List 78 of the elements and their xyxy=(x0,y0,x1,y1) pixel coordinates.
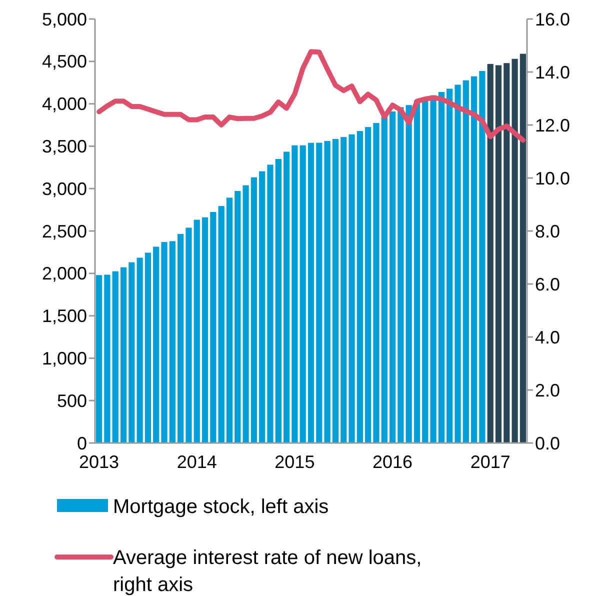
bar xyxy=(120,267,127,443)
bar xyxy=(487,64,494,443)
y-tick-label: 4,000 xyxy=(42,94,87,114)
y-tick-label: 0 xyxy=(76,433,87,454)
bar xyxy=(479,70,486,443)
y-tick-label: 3,000 xyxy=(42,178,87,199)
bar xyxy=(504,63,510,443)
bar xyxy=(210,212,216,443)
y-tick-label: 500 xyxy=(56,390,87,411)
y-tick-label: 5,000 xyxy=(42,9,87,30)
y2-tick-label: 8.0 xyxy=(535,221,560,242)
y-tick-label: 2,000 xyxy=(42,264,87,284)
bar xyxy=(153,246,160,443)
y2-tick-label: 10.0 xyxy=(535,168,570,188)
bar xyxy=(186,228,192,443)
bar xyxy=(283,152,290,443)
bar xyxy=(242,185,249,443)
bar xyxy=(454,84,461,443)
bar xyxy=(365,127,372,443)
bar xyxy=(250,177,257,443)
bar xyxy=(414,100,420,443)
bar xyxy=(398,107,404,443)
y-tick-label: 4,500 xyxy=(42,52,87,72)
bar xyxy=(381,116,388,443)
bar xyxy=(275,159,282,443)
legend-label: Mortgage stock, left axis xyxy=(113,496,329,518)
bar xyxy=(356,131,363,443)
bar xyxy=(495,65,502,443)
bar xyxy=(259,171,266,443)
bar xyxy=(389,111,396,443)
bar xyxy=(194,220,200,443)
bar xyxy=(373,122,380,443)
bar xyxy=(438,92,444,443)
bar xyxy=(112,271,118,443)
bar xyxy=(128,262,135,443)
y2-tick-label: 12.0 xyxy=(535,115,570,136)
x-tick-label: 2017 xyxy=(470,452,510,472)
bar xyxy=(234,190,241,443)
bar xyxy=(324,141,330,443)
bar xyxy=(292,145,298,443)
y2-tick-label: 0.0 xyxy=(535,433,560,454)
bar xyxy=(512,58,518,443)
bar xyxy=(144,252,152,443)
y2-tick-label: 2.0 xyxy=(535,380,560,400)
legend-label: Average interest rate of new loans, right axis xyxy=(113,547,422,596)
y-tick-label: 1,500 xyxy=(42,306,87,326)
bar xyxy=(470,76,478,443)
bar xyxy=(300,145,306,443)
bar xyxy=(218,206,224,443)
bar xyxy=(202,217,208,443)
bar xyxy=(462,80,469,443)
bar xyxy=(520,54,526,443)
bar xyxy=(169,241,176,443)
bar xyxy=(406,105,412,443)
bar xyxy=(446,88,453,443)
x-tick-label: 2013 xyxy=(79,452,120,472)
y2-tick-label: 4.0 xyxy=(535,327,560,348)
bar xyxy=(104,274,110,443)
bar xyxy=(332,138,339,443)
x-tick-label: 2016 xyxy=(372,452,413,472)
bar xyxy=(308,142,314,443)
bar xyxy=(348,134,355,443)
x-tick-label: 2015 xyxy=(274,452,315,472)
y-tick-label: 1,000 xyxy=(42,348,87,368)
bar xyxy=(267,164,274,443)
y2-tick-label: 14.0 xyxy=(535,62,570,82)
bar xyxy=(226,198,233,443)
y2-tick-label: 6.0 xyxy=(535,274,560,294)
x-tick-label: 2014 xyxy=(176,452,217,472)
bar xyxy=(136,258,143,443)
y-tick-label: 3,500 xyxy=(42,136,87,156)
bar xyxy=(340,137,347,443)
bar xyxy=(161,242,168,443)
bar xyxy=(178,234,184,443)
y-tick-label: 2,500 xyxy=(42,221,87,242)
bar xyxy=(96,275,102,443)
bar xyxy=(316,142,322,443)
y2-tick-label: 16.0 xyxy=(535,9,570,30)
